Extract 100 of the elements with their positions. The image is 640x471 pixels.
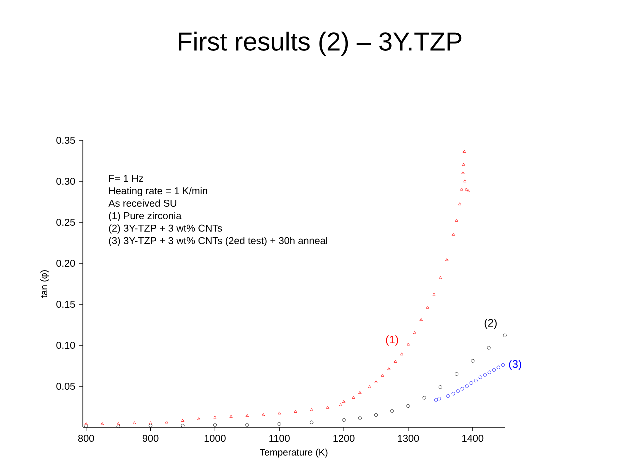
- point: [446, 394, 450, 398]
- x-tick-label: 1200: [334, 435, 355, 442]
- point: [374, 413, 378, 418]
- point: [181, 419, 185, 422]
- x-tick-label: 800: [78, 435, 94, 442]
- point: [455, 372, 459, 376]
- series-label: (3): [509, 360, 522, 370]
- point: [501, 363, 505, 367]
- point: [452, 233, 456, 236]
- point: [458, 202, 462, 206]
- point: [406, 342, 410, 346]
- point: [358, 391, 362, 394]
- point: [133, 422, 136, 424]
- x-tick-label: 1300: [398, 435, 420, 442]
- annotation: Heating rate = 1 K/min: [109, 187, 208, 197]
- x-axis-title: Temperature (K): [260, 448, 328, 458]
- y-tick-label: 0.05: [56, 383, 76, 390]
- point: [342, 400, 346, 404]
- x-tick-label: 1400: [462, 435, 484, 442]
- point: [278, 422, 282, 426]
- point: [462, 150, 466, 153]
- point: [438, 386, 442, 390]
- point: [400, 352, 404, 356]
- point: [84, 424, 88, 428]
- point: [165, 420, 168, 424]
- point: [213, 423, 217, 427]
- point: [503, 334, 507, 338]
- point: [439, 276, 442, 280]
- point: [470, 381, 474, 386]
- point: [426, 306, 430, 309]
- point: [149, 422, 152, 424]
- point: [406, 404, 410, 408]
- point: [455, 219, 458, 222]
- point: [310, 420, 314, 424]
- chart-title: First results (2) – 3Y.TZP: [179, 32, 462, 56]
- point: [262, 413, 266, 416]
- annotation: (1) Pure zirconia: [109, 212, 182, 222]
- point: [488, 370, 492, 374]
- point: [294, 410, 298, 413]
- point: [246, 423, 250, 427]
- annotation: (2) 3Y-TZP + 3 wt% CNTs: [109, 224, 222, 234]
- y-tick-label: 0.10: [56, 342, 76, 350]
- point: [471, 359, 475, 363]
- point: [422, 396, 426, 400]
- point: [434, 398, 438, 402]
- point: [116, 424, 120, 428]
- point: [246, 414, 249, 418]
- point: [148, 424, 153, 428]
- x-tick-label: 900: [142, 435, 159, 442]
- point: [466, 190, 470, 192]
- point: [446, 258, 449, 262]
- point: [496, 366, 500, 370]
- point: [487, 346, 491, 350]
- point: [198, 418, 201, 420]
- annotation: (3) 3Y-TZP + 3 wt% CNTs (2ed test) + 30h anneal: [109, 237, 328, 246]
- point: [460, 188, 464, 191]
- point: [310, 408, 314, 412]
- point: [374, 380, 378, 384]
- point: [342, 418, 346, 422]
- point: [452, 392, 456, 396]
- point: [214, 416, 217, 419]
- point: [394, 360, 398, 363]
- point: [460, 387, 464, 391]
- point: [390, 409, 394, 413]
- point: [326, 406, 330, 409]
- point: [456, 390, 460, 394]
- point: [478, 376, 482, 380]
- point: [368, 386, 372, 388]
- annotation: As received SU: [108, 200, 177, 208]
- point: [181, 424, 185, 428]
- y-axis-title: tan (φ): [40, 270, 50, 298]
- y-tick-label: 0.30: [56, 178, 76, 186]
- point: [230, 415, 233, 418]
- point: [339, 404, 342, 406]
- point: [358, 416, 362, 420]
- point: [492, 368, 496, 372]
- point: [100, 422, 104, 426]
- y-tick-label: 0.35: [56, 137, 76, 144]
- y-tick-label: 0.20: [56, 260, 76, 268]
- point: [464, 188, 468, 191]
- point: [465, 384, 469, 388]
- point: [278, 412, 282, 415]
- point: [352, 396, 356, 399]
- annotation: F= 1 Hz: [109, 175, 144, 182]
- point: [420, 318, 423, 322]
- point: [483, 373, 487, 377]
- point: [462, 163, 466, 166]
- y-tick-label: 0.25: [56, 219, 76, 226]
- series-label: (1): [386, 336, 398, 346]
- x-tick-label: 1100: [270, 435, 290, 442]
- point: [84, 422, 88, 426]
- point: [381, 374, 384, 377]
- point: [413, 331, 416, 334]
- point: [464, 180, 467, 183]
- series-label: (2): [484, 318, 497, 330]
- y-tick-label: 0.15: [56, 301, 76, 308]
- point: [438, 397, 442, 401]
- point: [474, 378, 478, 383]
- point: [116, 422, 120, 426]
- point: [462, 172, 465, 174]
